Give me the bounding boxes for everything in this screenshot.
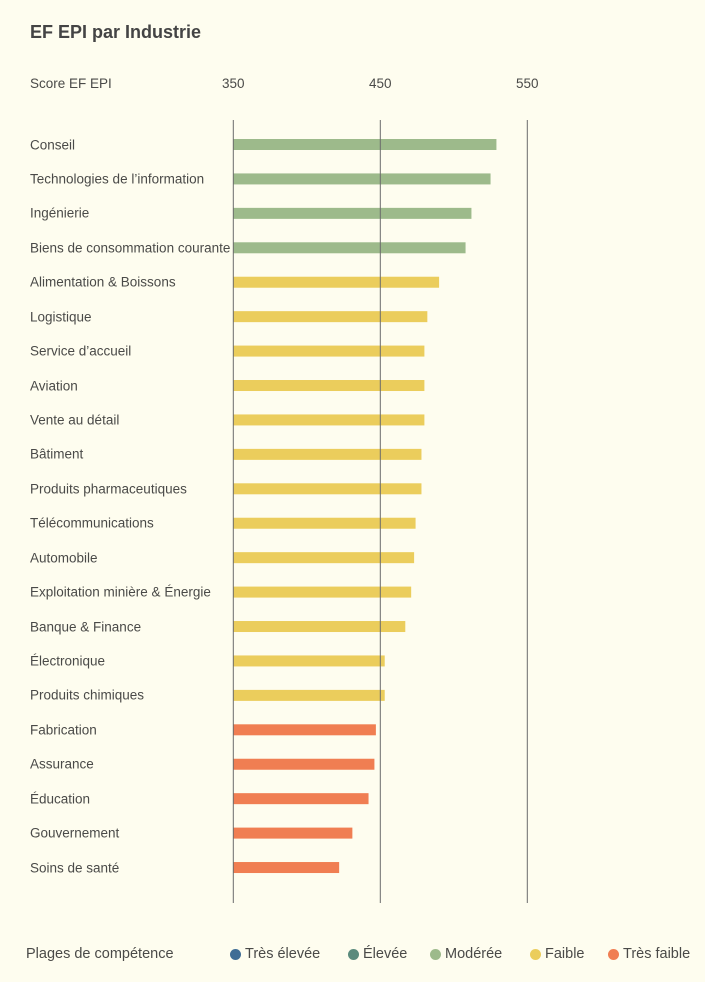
legend-item-very-low: Très faible xyxy=(608,946,690,962)
x-axis-label: Score EF EPI xyxy=(30,76,112,91)
x-tick-label: 450 xyxy=(369,76,392,91)
category-label: Vente au détail xyxy=(30,412,120,428)
bar xyxy=(233,552,415,564)
legend-item-high: Élevée xyxy=(348,946,407,962)
bar xyxy=(233,793,369,805)
legend-item-very-high: Très élevée xyxy=(230,946,320,962)
category-label: Service d’accueil xyxy=(30,343,132,359)
bar xyxy=(233,173,491,185)
bar xyxy=(233,242,466,254)
bar xyxy=(233,483,422,495)
bar xyxy=(233,414,425,426)
bar xyxy=(233,724,376,736)
x-tick-label: 550 xyxy=(516,76,539,91)
legend-label: Très faible xyxy=(623,946,691,962)
category-label: Aviation xyxy=(30,378,78,393)
category-label: Bâtiment xyxy=(30,446,84,462)
category-label: Électronique xyxy=(30,653,106,669)
bar xyxy=(233,448,422,460)
category-label: Produits chimiques xyxy=(30,687,145,703)
chart-title: EF EPI par Industrie xyxy=(30,22,202,42)
legend-label: Faible xyxy=(545,946,585,962)
category-label: Fabrication xyxy=(30,722,97,738)
category-label: Soins de santé xyxy=(30,860,120,876)
category-label: Biens de consommation courante xyxy=(30,240,231,256)
category-label: Banque & Finance xyxy=(30,619,142,635)
category-label: Automobile xyxy=(30,550,98,566)
legend-swatch xyxy=(608,948,619,960)
bar xyxy=(233,311,428,323)
bar xyxy=(233,862,340,874)
bar xyxy=(233,758,375,770)
bar xyxy=(233,276,440,288)
category-label: Alimentation & Boissons xyxy=(30,274,176,290)
category-label: Exploitation minière & Énergie xyxy=(30,584,211,600)
legend-item-low: Faible xyxy=(530,946,585,962)
category-label: Ingénierie xyxy=(30,205,90,221)
bar xyxy=(233,517,416,529)
bar xyxy=(233,345,425,357)
category-label: Éducation xyxy=(30,791,91,807)
bar xyxy=(233,139,497,150)
bar xyxy=(233,380,425,392)
bar xyxy=(233,586,412,598)
category-label: Conseil xyxy=(30,137,76,152)
category-label: Technologies de l’information xyxy=(30,171,205,187)
legend-swatch xyxy=(348,948,359,960)
legend: Plages de compétence Très élevée Élevée … xyxy=(26,946,705,966)
legend-swatch xyxy=(430,948,441,960)
category-label: Logistique xyxy=(30,309,92,325)
bar xyxy=(233,655,385,667)
bar xyxy=(233,689,385,701)
legend-label: Élevée xyxy=(363,946,408,962)
legend-item-moderate: Modérée xyxy=(430,946,502,962)
category-label: Produits pharmaceutiques xyxy=(30,481,187,497)
legend-label: Modérée xyxy=(445,946,503,962)
legend-label: Très élevée xyxy=(245,946,321,962)
x-tick-label: 350 xyxy=(222,76,245,91)
legend-swatch xyxy=(530,948,541,960)
bar xyxy=(233,621,406,633)
category-label: Assurance xyxy=(30,756,94,772)
category-label: Gouvernement xyxy=(30,825,120,841)
bar xyxy=(233,207,472,219)
bar xyxy=(233,827,353,839)
legend-swatch xyxy=(230,948,241,960)
legend-title: Plages de compétence xyxy=(26,946,174,962)
category-label: Télécommunications xyxy=(30,515,154,531)
